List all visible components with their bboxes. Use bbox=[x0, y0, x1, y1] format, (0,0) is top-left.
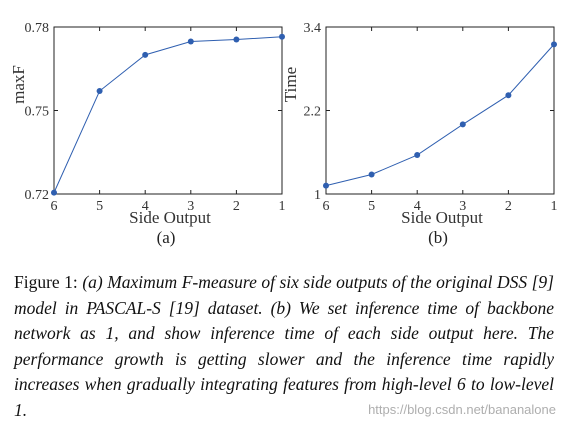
x-tick-label: 3 bbox=[459, 199, 466, 214]
y-tick-label: 2.2 bbox=[304, 105, 322, 120]
y-tick-label: 0.72 bbox=[25, 188, 50, 203]
x-tick-label: 1 bbox=[551, 199, 558, 214]
data-point bbox=[279, 33, 285, 40]
data-point bbox=[142, 51, 149, 58]
x-tick-label: 1 bbox=[279, 199, 286, 214]
x-tick-label: 4 bbox=[414, 199, 421, 214]
caption-body: (a) Maximum F-measure of six side output… bbox=[14, 272, 554, 420]
data-point bbox=[505, 92, 512, 99]
chart-panel-b: 6 5 4 3 2 1 1 2.2 3.4 Side Output Time (b) bbox=[281, 21, 558, 247]
data-point bbox=[323, 182, 329, 189]
data-point bbox=[187, 38, 194, 45]
panel-label: (b) bbox=[428, 228, 448, 247]
data-point bbox=[414, 152, 421, 159]
series-line bbox=[53, 36, 283, 193]
chart-panel-a: 6 5 4 3 2 1 0.72 0.75 0.78 Side Output maxF (a) bbox=[9, 21, 286, 247]
y-tick-label: 1 bbox=[314, 188, 321, 203]
watermark: https://blog.csdn.net/bananalone bbox=[368, 402, 556, 417]
plots-area: 6 5 4 3 2 1 0.72 0.75 0.78 Side Output maxF (a) 6 5 4 3… bbox=[9, 21, 558, 247]
data-point bbox=[51, 189, 57, 196]
y-axis-title: Time bbox=[281, 67, 300, 102]
series-line bbox=[325, 44, 555, 187]
figure-caption: Figure 1: (a) Maximum F-measure of six s… bbox=[14, 270, 554, 423]
x-axis-title: Side Output bbox=[129, 208, 211, 227]
x-tick-label: 5 bbox=[368, 199, 375, 214]
x-tick-label: 2 bbox=[233, 199, 240, 214]
axis-frame bbox=[325, 26, 555, 195]
x-tick-label: 5 bbox=[96, 199, 103, 214]
data-point bbox=[551, 41, 557, 48]
x-tick-label: 4 bbox=[142, 199, 149, 214]
x-tick-label: 2 bbox=[505, 199, 512, 214]
data-point bbox=[368, 171, 375, 178]
caption-head: Figure 1: bbox=[14, 272, 78, 292]
y-axis-title: maxF bbox=[9, 65, 28, 104]
data-point bbox=[233, 36, 240, 43]
y-tick-label: 3.4 bbox=[304, 21, 322, 36]
panel-label: (a) bbox=[157, 228, 176, 247]
axis-frame bbox=[53, 26, 283, 195]
x-tick-label: 6 bbox=[323, 199, 330, 214]
data-point bbox=[459, 121, 466, 128]
y-tick-label: 0.75 bbox=[25, 105, 50, 120]
y-tick-label: 0.78 bbox=[25, 21, 50, 36]
data-point bbox=[96, 88, 103, 95]
x-tick-label: 3 bbox=[187, 199, 194, 214]
x-tick-label: 6 bbox=[51, 199, 58, 214]
x-axis-title: Side Output bbox=[401, 208, 483, 227]
